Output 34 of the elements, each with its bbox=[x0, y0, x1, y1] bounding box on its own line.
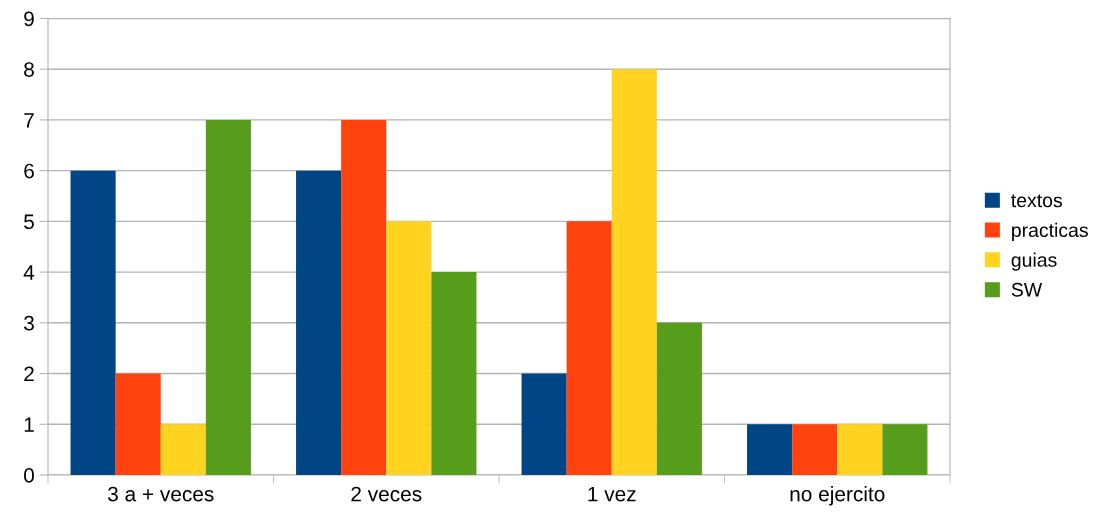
x-tick-label: 1 vez bbox=[588, 486, 636, 502]
bar bbox=[611, 69, 657, 475]
bar bbox=[521, 373, 567, 475]
bar bbox=[656, 322, 702, 475]
y-tick-label: 1 bbox=[24, 417, 34, 432]
bar bbox=[792, 424, 838, 475]
legend-label: practicas bbox=[1012, 222, 1088, 241]
legend-label: SW bbox=[1011, 282, 1043, 297]
y-tick-label: 7 bbox=[24, 113, 34, 128]
bar bbox=[341, 119, 387, 475]
bar bbox=[296, 170, 342, 475]
bar bbox=[160, 424, 206, 475]
bar bbox=[747, 424, 793, 475]
bar bbox=[70, 170, 116, 475]
x-tick-label: 3 a + veces bbox=[107, 486, 214, 502]
bar bbox=[115, 373, 161, 475]
y-tick-label: 0 bbox=[24, 468, 34, 483]
bar bbox=[431, 272, 477, 475]
y-tick-label: 3 bbox=[24, 315, 34, 331]
bar bbox=[386, 221, 432, 475]
y-tick-label: 6 bbox=[24, 163, 34, 179]
y-tick-label: 2 bbox=[24, 366, 34, 382]
y-tick-label: 8 bbox=[24, 62, 34, 77]
x-tick-label: 2 veces bbox=[351, 486, 422, 502]
bar bbox=[205, 119, 251, 475]
y-tick-label: 5 bbox=[24, 214, 34, 230]
x-tick-label: no ejercito bbox=[790, 486, 885, 506]
legend-label: textos bbox=[1011, 194, 1062, 208]
bar bbox=[837, 424, 883, 475]
y-tick-label: 9 bbox=[24, 11, 34, 27]
legend-label: guias bbox=[1011, 252, 1057, 271]
y-tick-label: 4 bbox=[23, 265, 35, 280]
bar bbox=[566, 221, 612, 475]
bar bbox=[882, 424, 928, 475]
